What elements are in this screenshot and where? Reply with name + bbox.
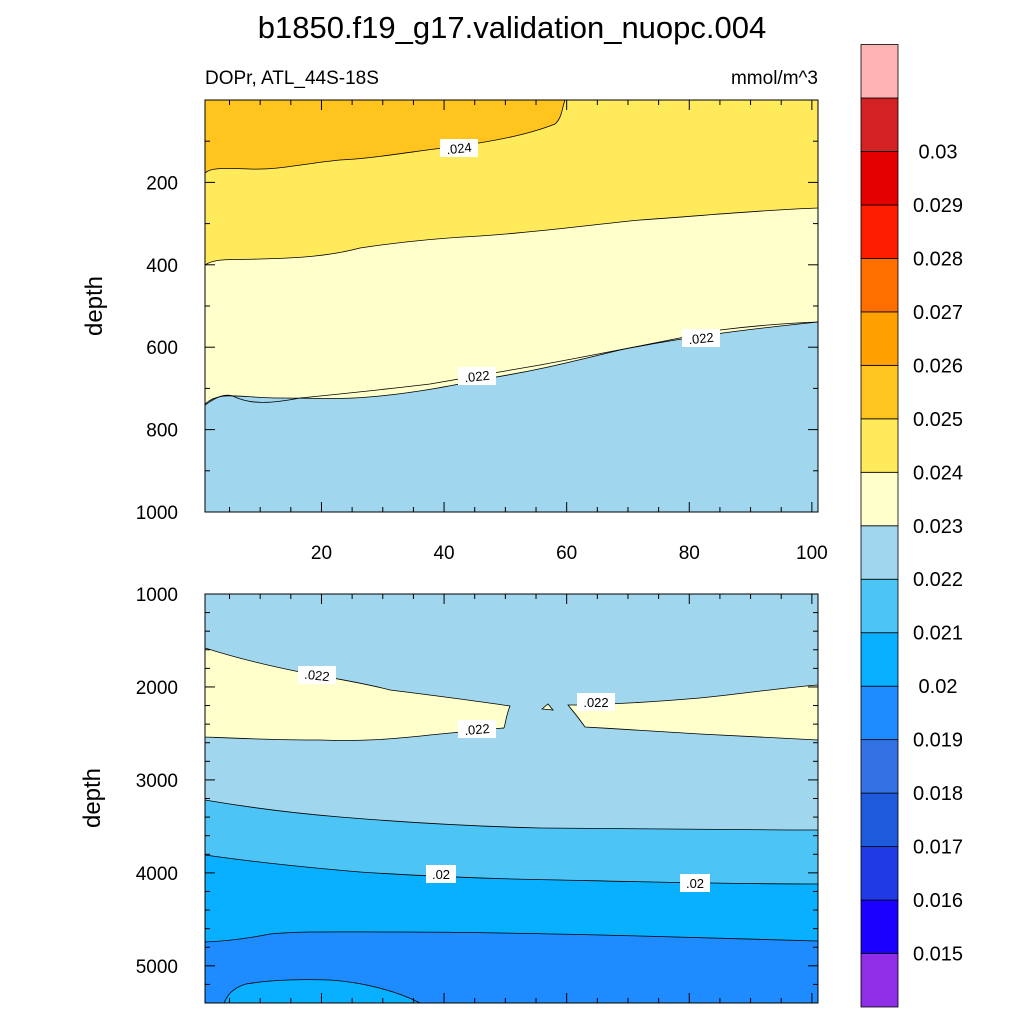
colorbar-label: 0.018 <box>913 783 963 805</box>
colorbar-label: 0.028 <box>913 248 963 270</box>
colorbar-label: 0.024 <box>913 462 963 484</box>
band-0.022-0.023-lower-right <box>567 684 818 741</box>
colorbar-swatch <box>860 846 899 901</box>
colorbar-label: 0.023 <box>913 516 963 538</box>
colorbar-label: 0.019 <box>913 730 963 752</box>
upper-tick-labels: 20 40 60 80 100 200 400 600 800 1000 <box>136 173 828 564</box>
colorbar-swatch <box>860 258 899 313</box>
lower-y-tick-label: 1000 <box>136 585 178 606</box>
contour-label-02-b: .02 <box>686 876 704 891</box>
colorbar-swatch <box>860 151 899 206</box>
colorbar-swatch <box>860 525 899 580</box>
colorbar-label: 0.025 <box>913 409 963 431</box>
lower-y-tick-label: 2000 <box>136 678 178 699</box>
upper-contour-labels: .024 .022 .022 <box>440 139 720 385</box>
colorbar-swatch <box>860 311 899 366</box>
contour-label-022-a: .022 <box>464 368 491 386</box>
upper-y-tick-label: 200 <box>146 173 178 194</box>
lower-contour-labels: .022 .022 .022 .02 .02 <box>298 666 710 892</box>
variable-label: DOPr, ATL_44S-18S <box>205 68 379 89</box>
upper-x-tick-label: 80 <box>679 543 700 564</box>
lower-panel <box>205 594 818 1003</box>
colorbar-label: 0.027 <box>913 302 963 324</box>
colorbar-swatch <box>860 953 899 1008</box>
upper-panel <box>205 100 818 512</box>
contour-label-022-b: .022 <box>688 330 715 348</box>
colorbar-swatch <box>860 418 899 473</box>
colorbar-label: 0.02 <box>919 676 958 698</box>
colorbar-label: 0.026 <box>913 355 963 377</box>
upper-y-tick-label: 400 <box>146 256 178 277</box>
upper-ylabel: depth <box>81 276 108 336</box>
colorbar-swatch <box>860 739 899 794</box>
upper-x-tick-label: 100 <box>796 543 828 564</box>
band-0.022-0.023-lower-islet <box>541 703 554 711</box>
colorbar-label: 0.022 <box>913 569 963 591</box>
contour-label-02-a: .02 <box>432 867 450 882</box>
band-0.024-0.025-upper <box>205 100 566 174</box>
lower-y-tick-label: 3000 <box>136 771 178 792</box>
colorbar-swatch <box>860 44 899 99</box>
lower-ylabel: depth <box>79 768 106 828</box>
upper-x-tick-label: 20 <box>311 543 332 564</box>
upper-y-tick-label: 1000 <box>136 503 178 524</box>
lower-y-tick-label: 5000 <box>136 957 178 978</box>
lower-y-tick-label: 4000 <box>136 864 178 885</box>
upper-y-tick-label: 800 <box>146 421 178 442</box>
lower-tick-labels: 1000 2000 3000 4000 5000 <box>136 585 178 978</box>
colorbar <box>860 44 899 1008</box>
colorbar-swatch <box>860 364 899 420</box>
band-0.019-0.02-bottom-pocket <box>223 979 421 1003</box>
colorbar-swatch <box>860 204 899 259</box>
colorbar-label: 0.021 <box>913 623 963 645</box>
chart-title: b1850.f19_g17.validation_nuopc.004 <box>258 10 767 45</box>
lower-tick-marks <box>205 593 818 1004</box>
colorbar-swatch <box>860 899 899 954</box>
colorbar-swatch <box>860 471 899 527</box>
colorbar-swatch <box>860 632 899 687</box>
upper-y-tick-label: 600 <box>146 338 178 359</box>
units-label: mmol/m^3 <box>731 68 818 89</box>
contour-label-022-c: .022 <box>304 667 331 685</box>
upper-x-tick-label: 60 <box>556 543 577 564</box>
colorbar-label: 0.016 <box>913 890 963 912</box>
colorbar-swatch <box>860 97 899 152</box>
colorbar-labels: 0.015 0.016 0.017 0.018 0.019 0.02 0.021 0.022 0… <box>913 141 963 965</box>
colorbar-swatch <box>860 578 899 634</box>
upper-tick-marks <box>205 100 818 513</box>
colorbar-label: 0.03 <box>919 141 958 163</box>
contour-label-024: .024 <box>446 140 473 158</box>
upper-x-tick-label: 40 <box>433 543 454 564</box>
colorbar-label: 0.017 <box>913 837 963 859</box>
colorbar-label: 0.029 <box>913 195 963 217</box>
colorbar-swatch <box>860 792 899 847</box>
contour-label-022-d: .022 <box>464 721 491 738</box>
colorbar-swatch <box>860 685 899 741</box>
colorbar-label: 0.015 <box>913 944 963 966</box>
contour-label-022-e: .022 <box>583 695 608 710</box>
